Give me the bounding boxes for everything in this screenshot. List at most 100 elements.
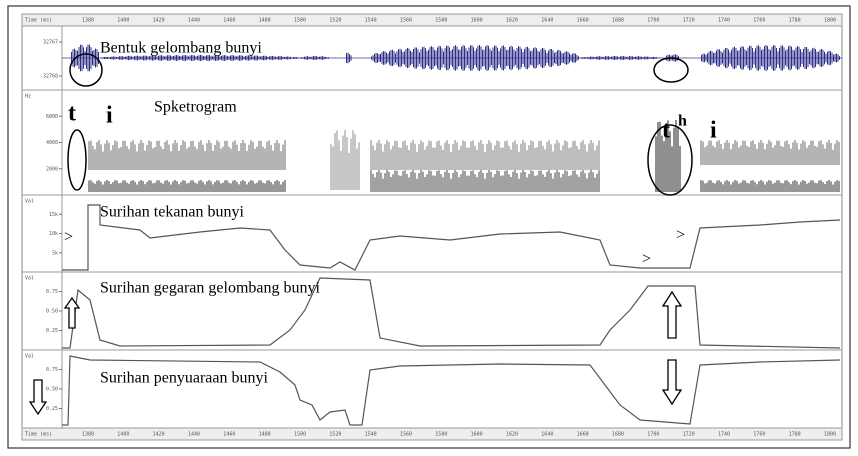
spec-column	[810, 180, 812, 192]
panel-title: Surihan gegaran gelombang bunyi	[100, 280, 321, 297]
spec-column	[798, 184, 800, 192]
spec-column	[376, 171, 378, 192]
spec-column	[814, 145, 816, 165]
spec-column	[506, 140, 508, 170]
spec-column	[206, 181, 208, 192]
spec-column	[574, 170, 576, 192]
spec-column	[728, 142, 730, 165]
time-tick: 1460	[223, 432, 235, 438]
spec-column	[784, 141, 786, 165]
time-tick: 1720	[683, 18, 695, 24]
spec-column	[276, 140, 278, 170]
spec-column	[190, 180, 192, 192]
spec-column	[160, 146, 162, 170]
spec-column	[112, 182, 114, 192]
time-label: Time (ms)	[25, 432, 52, 438]
spec-column	[474, 174, 476, 192]
spec-column	[530, 140, 532, 170]
spec-column	[804, 141, 806, 165]
spec-column	[162, 149, 164, 170]
time-label: Time (ms)	[25, 18, 52, 24]
spec-column	[224, 140, 226, 170]
spec-column	[488, 140, 490, 170]
spec-column	[378, 170, 380, 192]
time-tick: 1720	[683, 432, 695, 438]
spec-column	[386, 170, 388, 192]
spec-column	[220, 183, 222, 192]
spec-column	[818, 180, 820, 192]
spec-column	[738, 147, 740, 165]
spec-column	[588, 172, 590, 192]
spec-column	[374, 177, 376, 192]
spec-column	[212, 184, 214, 192]
spec-column	[472, 140, 474, 170]
spec-column	[250, 140, 252, 170]
spec-column	[108, 142, 110, 170]
time-tick: 1500	[294, 18, 306, 24]
spec-column	[554, 143, 556, 170]
spec-column	[826, 181, 828, 192]
spec-column	[164, 141, 166, 170]
spec-column	[456, 171, 458, 192]
spec-column	[408, 150, 410, 170]
spec-column	[260, 180, 262, 192]
spec-column	[418, 144, 420, 170]
spec-column	[580, 142, 582, 170]
spec-column	[502, 175, 504, 192]
spec-column	[240, 181, 242, 192]
spec-column	[442, 177, 444, 192]
spec-column	[268, 180, 270, 192]
spec-column	[406, 174, 408, 192]
time-tick: 1700	[647, 18, 659, 24]
y-tick: 0.75	[46, 367, 58, 373]
spec-column	[466, 175, 468, 192]
spec-column	[538, 141, 540, 170]
spec-column	[194, 146, 196, 170]
spec-column	[194, 182, 196, 192]
spec-column	[336, 130, 338, 190]
spec-column	[764, 149, 766, 165]
spec-column	[270, 181, 272, 192]
spec-column	[552, 151, 554, 170]
time-tick: 1560	[400, 432, 412, 438]
spec-column	[786, 180, 788, 192]
spec-column	[836, 180, 838, 192]
spec-column	[736, 180, 738, 192]
spec-column	[162, 183, 164, 192]
spec-column	[772, 147, 774, 165]
spec-column	[778, 180, 780, 192]
spec-column	[232, 141, 234, 170]
spec-column	[564, 140, 566, 170]
spec-column	[214, 181, 216, 192]
spec-column	[510, 149, 512, 170]
spec-column	[490, 142, 492, 170]
spec-column	[166, 180, 168, 192]
spec-column	[370, 140, 372, 170]
spec-column	[592, 172, 594, 192]
spec-column	[118, 148, 120, 170]
spec-column	[476, 177, 478, 192]
spec-column	[180, 144, 182, 170]
spec-column	[812, 140, 814, 165]
spec-column	[538, 170, 540, 192]
spec-column	[657, 122, 659, 192]
spec-column	[584, 144, 586, 170]
spec-column	[264, 183, 266, 192]
spec-column	[504, 170, 506, 192]
spec-column	[758, 142, 760, 165]
spec-column	[278, 143, 280, 170]
time-tick: 1600	[471, 18, 483, 24]
spec-column	[458, 177, 460, 192]
spec-column	[264, 148, 266, 170]
spec-column	[566, 171, 568, 192]
spec-column	[90, 140, 92, 170]
spec-column	[392, 145, 394, 170]
spec-column	[222, 182, 224, 192]
spec-column	[548, 140, 550, 170]
spec-column	[514, 140, 516, 170]
spec-column	[430, 170, 432, 192]
spec-column	[458, 149, 460, 170]
spec-column	[534, 175, 536, 192]
spec-column	[96, 180, 98, 192]
phone-label: i	[710, 118, 717, 144]
